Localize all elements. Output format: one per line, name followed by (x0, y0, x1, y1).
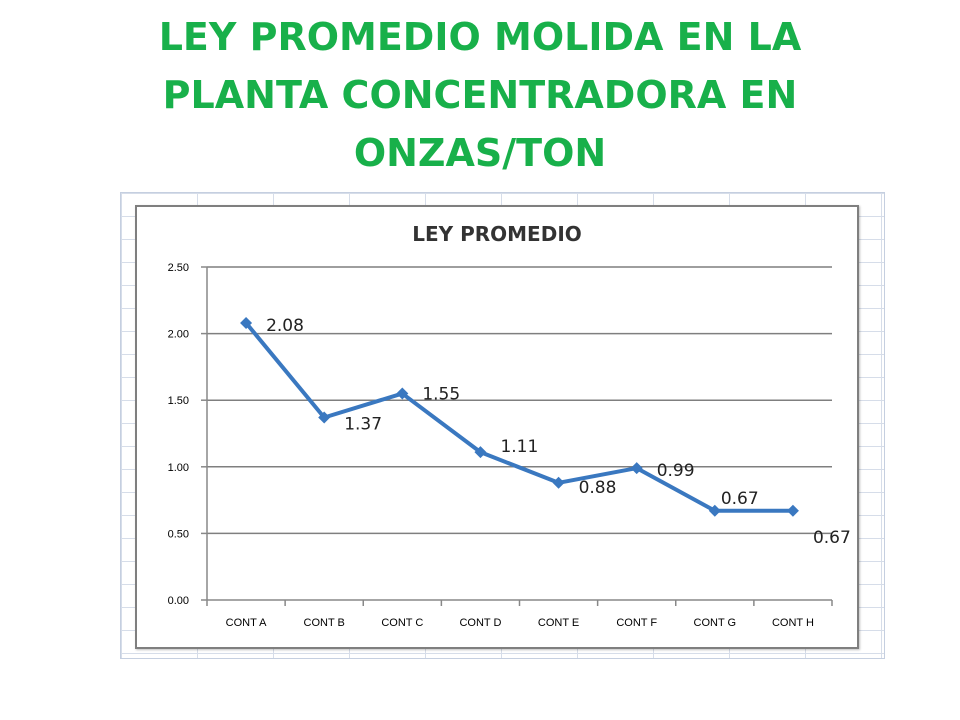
y-tick-label-0-50: 0.50 (168, 528, 189, 540)
y-tick-label-2-50: 2.50 (168, 262, 189, 274)
data-point-cont-h (786, 504, 799, 517)
data-point-cont-g (708, 504, 721, 517)
data-point-cont-c (396, 387, 409, 400)
x-tick-label-cont-d: CONT D (459, 617, 501, 629)
series-line (244, 321, 793, 513)
data-point-cont-b (318, 411, 331, 424)
x-tick-label-cont-g: CONT G (694, 617, 737, 629)
data-point-cont-d (474, 446, 487, 459)
data-label-cont-d: 1.11 (500, 437, 538, 457)
data-label-cont-g: 0.67 (721, 489, 759, 509)
y-tick-label-0-00: 0.00 (168, 595, 189, 607)
x-tick-label-cont-b: CONT B (304, 617, 345, 629)
data-point-cont-e (552, 476, 565, 489)
series-cont (240, 316, 799, 517)
x-tick-label-cont-h: CONT H (772, 617, 814, 629)
data-labels: 2.08 1.37 1.55 1.11 0.88 0.99 0.67 0.67 (266, 316, 851, 548)
slide-title-line-3: ONZAS/TON (353, 131, 607, 175)
data-point-cont-a (240, 316, 253, 329)
data-label-cont-e: 0.88 (579, 478, 617, 498)
x-axis-ticks: CONT A CONT B CONT C CONT D CONT E CONT F CONT… (226, 617, 814, 629)
slide-title: LEY PROMEDIO MOLIDA EN LA PLANTA CONCENT… (60, 8, 900, 182)
data-label-cont-b: 1.37 (344, 415, 382, 435)
data-label-cont-c: 1.55 (422, 385, 460, 405)
axes (201, 266, 833, 606)
x-tick-label-cont-c: CONT C (381, 617, 423, 629)
x-tick-label-cont-f: CONT F (616, 617, 657, 629)
line-chart: LEY PROMEDIO 0.00 0.50 1.00 1.50 2.00 2.50 CO… (168, 222, 851, 629)
data-label-cont-h: 0.67 (813, 528, 851, 548)
y-tick-label-2-00: 2.00 (168, 329, 189, 341)
slide-title-line-1: LEY PROMEDIO MOLIDA EN LA (158, 15, 802, 59)
slide-title-line-2: PLANTA CONCENTRADORA EN (162, 73, 798, 117)
data-label-cont-f: 0.99 (657, 461, 695, 481)
y-tick-label-1-00: 1.00 (168, 462, 189, 474)
x-tick-label-cont-e: CONT E (538, 617, 579, 629)
data-point-cont-f (630, 462, 643, 475)
chart-title: LEY PROMEDIO (412, 222, 582, 246)
x-tick-label-cont-a: CONT A (226, 617, 267, 629)
data-label-cont-a: 2.08 (266, 316, 304, 336)
chart-area: LEY PROMEDIO 0.00 0.50 1.00 1.50 2.00 2.50 CO… (135, 205, 859, 649)
y-axis-ticks: 0.00 0.50 1.00 1.50 2.00 2.50 (168, 262, 189, 607)
y-tick-label-1-50: 1.50 (168, 395, 189, 407)
